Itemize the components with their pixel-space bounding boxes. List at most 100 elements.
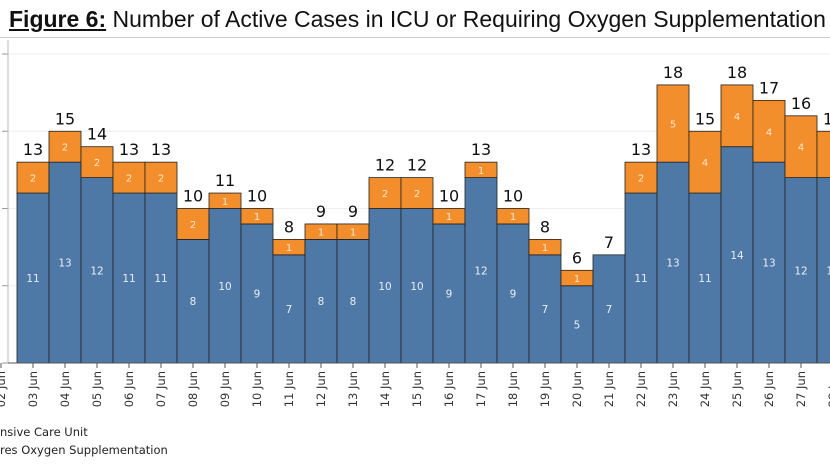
data-label-oxygen: 1 <box>574 274 580 285</box>
title-divider <box>0 37 830 38</box>
bar-icu <box>816 177 830 364</box>
bar-icu <box>176 238 210 364</box>
data-label-icu: 5 <box>574 319 581 331</box>
x-tick-label: 25 Jun <box>730 371 744 407</box>
data-label-icu: 8 <box>318 296 325 308</box>
data-label-total: 11 <box>215 171 235 190</box>
bar-oxygen <box>208 192 242 209</box>
data-label-icu: 11 <box>122 273 135 285</box>
data-label-oxygen: 2 <box>126 174 132 185</box>
data-label-icu: 9 <box>510 288 517 300</box>
data-label-total: 10 <box>183 187 203 206</box>
bar-icu <box>560 285 594 364</box>
data-label-oxygen: 1 <box>510 212 516 223</box>
data-label-oxygen: 2 <box>30 174 36 185</box>
x-tick-label: 15 Jun <box>410 371 424 407</box>
data-label-icu: 8 <box>190 296 197 308</box>
bar-oxygen <box>528 238 562 256</box>
x-tick-label: 12 Jun <box>314 371 328 407</box>
bar-oxygen <box>464 161 498 178</box>
data-label-oxygen: 4 <box>798 143 804 154</box>
data-label-icu: 7 <box>606 304 613 316</box>
data-label-icu: 13 <box>762 258 775 270</box>
data-label-icu: 7 <box>286 304 293 316</box>
x-tick-label: 28 Jun <box>826 371 830 407</box>
bar-oxygen <box>176 208 210 240</box>
data-label-icu: 12 <box>474 265 487 277</box>
x-tick-label: 09 Jun <box>218 371 232 407</box>
bar-oxygen <box>624 161 658 194</box>
data-label-icu: 12 <box>826 265 830 277</box>
data-label-oxygen: 2 <box>638 174 644 185</box>
data-label-oxygen: 1 <box>478 166 484 177</box>
data-label-total: 18 <box>727 63 747 82</box>
x-tick-label: 16 Jun <box>442 371 456 407</box>
data-label-oxygen: 1 <box>318 228 324 239</box>
bar-oxygen <box>400 177 434 209</box>
bar-icu <box>528 254 562 364</box>
data-label-total: 13 <box>631 140 651 159</box>
data-label-oxygen: 1 <box>542 243 548 254</box>
chart-title: Figure 6: Number of Active Cases in ICU … <box>9 6 826 33</box>
data-label-total: 10 <box>247 187 267 206</box>
data-label-icu: 10 <box>378 281 391 293</box>
data-label-total: 6 <box>572 248 582 267</box>
bar-oxygen <box>112 161 146 194</box>
bar-oxygen <box>144 161 178 194</box>
data-label-oxygen: 2 <box>94 158 100 169</box>
x-tick-label: 04 Jun <box>58 371 72 407</box>
x-tick-label: 18 Jun <box>506 371 520 407</box>
bar-oxygen <box>496 208 530 225</box>
data-label-oxygen: 2 <box>382 189 388 200</box>
data-label-total: 15 <box>55 109 75 128</box>
data-label-total: 10 <box>439 187 459 206</box>
bar-icu <box>368 208 402 364</box>
bar-oxygen <box>816 130 830 178</box>
data-label-oxygen: 2 <box>414 189 420 200</box>
data-label-icu: 9 <box>254 288 261 300</box>
bar-oxygen <box>752 99 786 163</box>
data-label-icu: 9 <box>446 288 453 300</box>
x-tick-label: 20 Jun <box>570 371 584 407</box>
title-text: Number of Active Cases in ICU or Requiri… <box>112 6 826 32</box>
x-tick-label: 17 Jun <box>474 371 488 407</box>
data-label-total: 15 <box>695 109 715 128</box>
x-tick-label: 03 Jun <box>26 371 40 407</box>
x-tick-label: 23 Jun <box>666 371 680 407</box>
x-tick-label: 26 Jun <box>762 371 776 407</box>
data-label-total: 18 <box>663 63 683 82</box>
data-label-oxygen: 2 <box>62 143 68 154</box>
data-label-total: 13 <box>23 140 43 159</box>
bar-icu <box>688 192 722 364</box>
data-label-icu: 14 <box>730 250 744 262</box>
x-tick-label: 13 Jun <box>346 371 360 407</box>
data-label-total: 10 <box>503 187 523 206</box>
x-tick-label: 07 Jun <box>154 371 168 407</box>
x-tick-label: 05 Jun <box>90 371 104 407</box>
data-label-total: 9 <box>316 202 326 221</box>
data-label-icu: 13 <box>666 258 679 270</box>
bar-oxygen <box>368 177 402 209</box>
data-label-oxygen: 1 <box>350 228 356 239</box>
data-label-icu: 11 <box>26 273 39 285</box>
legend-item-oxygen: res Oxygen Supplementation <box>0 443 168 457</box>
data-label-total: 15 <box>823 109 830 128</box>
data-label-total: 13 <box>471 140 491 159</box>
data-label-oxygen: 1 <box>446 212 452 223</box>
x-tick-label: 11 Jun <box>282 371 296 407</box>
x-tick-label: 21 Jun <box>602 371 616 407</box>
data-label-icu: 8 <box>350 296 357 308</box>
data-label-oxygen: 1 <box>222 197 228 208</box>
x-tick-label: 14 Jun <box>378 371 392 407</box>
data-label-oxygen: 2 <box>158 174 164 185</box>
data-label-total: 14 <box>87 125 107 144</box>
bar-oxygen <box>688 130 722 194</box>
data-label-total: 13 <box>119 140 139 159</box>
bar-icu <box>208 208 242 364</box>
data-label-oxygen: 1 <box>286 243 292 254</box>
data-label-total: 8 <box>284 217 294 236</box>
data-label-total: 12 <box>375 156 395 175</box>
x-tick-label: 22 Jun <box>634 371 648 407</box>
data-label-icu: 10 <box>218 281 231 293</box>
